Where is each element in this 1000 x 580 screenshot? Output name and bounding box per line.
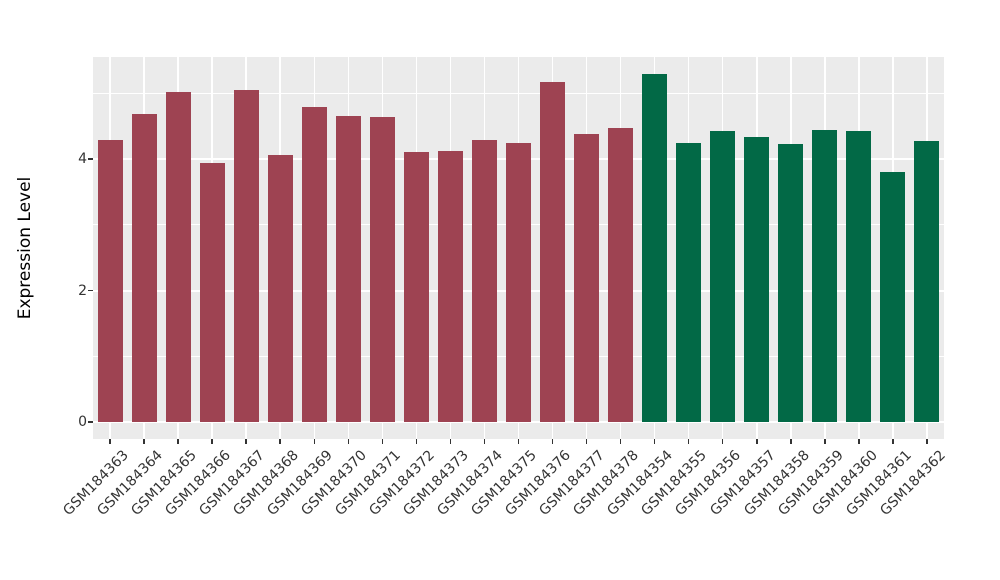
bar-GSM184364 (131, 114, 157, 422)
bar-GSM184354 (642, 74, 668, 422)
x-axis-tick (347, 439, 350, 444)
bar-GSM184375 (506, 143, 531, 422)
bar-GSM184358 (778, 143, 804, 422)
bar-GSM184373 (437, 151, 463, 422)
bar-GSM184363 (97, 139, 123, 422)
x-axis-tick (143, 439, 145, 444)
x-axis-tick (721, 439, 724, 444)
bar-GSM184367 (233, 89, 259, 422)
x-axis-tick (517, 439, 520, 444)
x-axis-tick (415, 439, 418, 444)
bar-GSM184369 (301, 107, 327, 422)
x-axis-tick (653, 439, 656, 444)
y-tick-label: 4 (78, 151, 87, 167)
bar-GSM184376 (540, 82, 566, 422)
x-axis-tick (926, 439, 928, 444)
x-axis-tick (824, 439, 826, 444)
y-tick-label: 2 (78, 282, 87, 299)
x-axis-tick (449, 439, 452, 444)
bar-GSM184362 (914, 141, 940, 422)
y-tick-label: 0 (78, 414, 87, 430)
bar-GSM184378 (608, 128, 634, 422)
x-axis-tick (892, 439, 894, 444)
x-axis-tick (211, 439, 213, 444)
x-axis-tick (245, 439, 247, 444)
plot-panel (93, 57, 944, 439)
bar-GSM184365 (165, 91, 191, 422)
x-axis-tick (585, 439, 588, 444)
bar-GSM184360 (846, 130, 872, 422)
x-axis-tick (381, 439, 384, 444)
x-axis-tick (551, 439, 554, 444)
bar-GSM184374 (471, 139, 497, 422)
bar-GSM184371 (369, 116, 395, 422)
bar-GSM184372 (403, 152, 429, 422)
bar-GSM184377 (574, 134, 600, 422)
x-axis-tick (483, 439, 486, 444)
bar-GSM184355 (676, 143, 702, 422)
bar-GSM184359 (812, 130, 838, 422)
x-axis-tick (313, 439, 315, 444)
x-axis-tick (109, 439, 111, 444)
bar-GSM184357 (744, 137, 770, 422)
x-axis-tick (279, 439, 281, 444)
bar-GSM184361 (880, 172, 906, 422)
y-axis-tick (88, 421, 93, 423)
bar-GSM184370 (335, 116, 361, 422)
y-axis-tick (88, 158, 93, 160)
x-axis-tick (756, 439, 758, 444)
x-axis-tick (858, 439, 860, 444)
bar-GSM184368 (267, 155, 293, 422)
bar-GSM184366 (199, 162, 225, 422)
x-axis-tick (619, 439, 622, 444)
x-axis-tick (177, 439, 179, 444)
bar-GSM184356 (710, 130, 736, 422)
x-axis-tick (687, 439, 690, 444)
y-axis-tick (88, 289, 93, 292)
y-axis-title: Expression Level (15, 176, 35, 320)
x-axis-tick (790, 439, 792, 444)
